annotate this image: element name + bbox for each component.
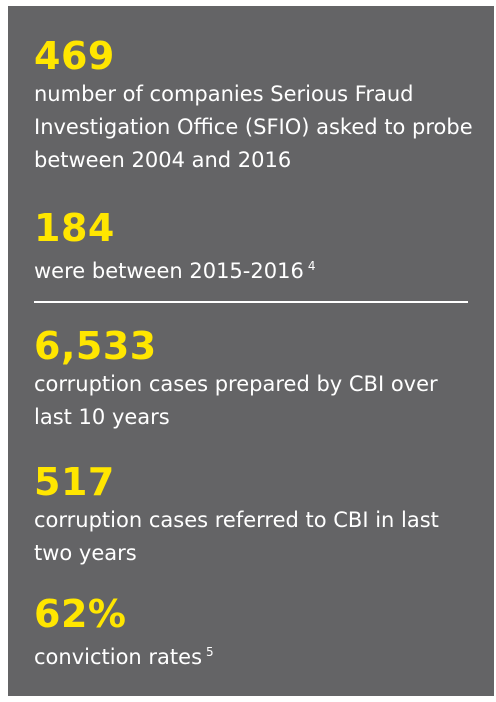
stat-value: 6,533 bbox=[34, 324, 157, 368]
stat-description: corruption cases referred to CBI in last… bbox=[34, 508, 439, 565]
stat-cbi-cases-referred: 517 corruption cases referred to CBI in … bbox=[34, 462, 476, 570]
stats-panel: 469 number of companies Serious Fraud In… bbox=[8, 6, 494, 696]
stat-description: corruption cases prepared by CBI over la… bbox=[34, 372, 438, 429]
stat-cbi-cases-prepared: 6,533 corruption cases prepared by CBI o… bbox=[34, 326, 476, 434]
stat-value: 62% bbox=[34, 592, 127, 636]
footnote-marker: 5 bbox=[206, 645, 214, 659]
stat-2015-2016: 184 were between 2015-2016 4 bbox=[34, 208, 476, 288]
stat-description: were between 2015-2016 4 bbox=[34, 259, 316, 283]
stat-sfio-companies: 469 number of companies Serious Fraud In… bbox=[34, 36, 476, 177]
footnote-marker: 4 bbox=[307, 259, 316, 273]
stat-conviction-rate: 62% conviction rates 5 bbox=[34, 594, 476, 674]
stat-value: 469 bbox=[34, 34, 115, 78]
stat-value: 184 bbox=[34, 206, 115, 250]
stat-value: 517 bbox=[34, 460, 115, 504]
stat-description: number of companies Serious Fraud Invest… bbox=[34, 82, 473, 172]
section-divider bbox=[34, 301, 468, 303]
stat-description: conviction rates 5 bbox=[34, 645, 214, 669]
